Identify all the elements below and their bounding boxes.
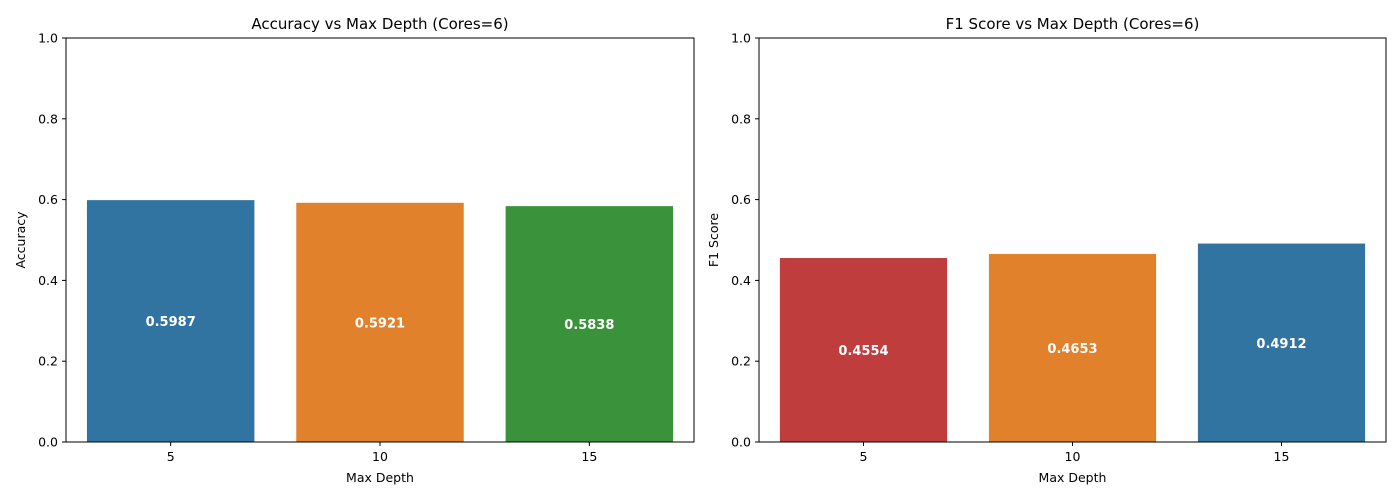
bar-10 (296, 202, 464, 442)
f1-score-chart: 0.4554 5 0.4653 10 0.4912 15 0.0 0.2 0.4 0.6 0.8 1.… (706, 15, 1387, 485)
x-tick-label: 5 (167, 449, 175, 464)
y-tick-label: 0.0 (731, 435, 751, 450)
x-tick-label: 15 (581, 449, 597, 464)
y-tick-label: 1.0 (38, 31, 58, 46)
y-tick-label: 0.6 (38, 192, 58, 207)
y-tick-label: 0.0 (38, 435, 58, 450)
x-tick-label: 10 (372, 449, 388, 464)
bar-5 (86, 200, 255, 442)
x-tick-label: 5 (860, 449, 868, 464)
y-tick-label: 0.8 (38, 111, 58, 126)
bar-value-label: 0.4554 (838, 344, 888, 359)
chart-title: F1 Score vs Max Depth (Cores=6) (946, 15, 1200, 33)
bar-value-label: 0.4653 (1047, 342, 1097, 357)
y-tick-label: 1.0 (731, 31, 751, 46)
chart-title: Accuracy vs Max Depth (Cores=6) (251, 15, 508, 33)
plot-frame (758, 37, 1387, 443)
x-tick-label: 10 (1065, 449, 1081, 464)
y-axis-label: Accuracy (13, 211, 28, 269)
bar-5 (779, 258, 948, 442)
plot-frame (65, 37, 695, 443)
y-tick-label: 0.2 (38, 354, 58, 369)
y-axis-label: F1 Score (706, 213, 721, 267)
y-tick-label: 0.4 (38, 273, 58, 288)
y-tick-label: 0.2 (731, 354, 751, 369)
y-tick-label: 0.4 (731, 273, 751, 288)
bar-15 (1197, 243, 1366, 442)
x-axis-label: Max Depth (1039, 470, 1107, 485)
bar-value-label: 0.5987 (146, 315, 196, 330)
bar-15 (505, 206, 674, 442)
y-tick-label: 0.6 (731, 192, 751, 207)
accuracy-chart: 0.5987 5 0.5921 10 0.5838 15 0.0 0.2 0.4 0.6 0.8 1.… (13, 15, 695, 485)
bar-value-label: 0.5838 (564, 318, 614, 333)
y-tick-label: 0.8 (731, 111, 751, 126)
bar-value-label: 0.4912 (1256, 337, 1306, 352)
x-tick-label: 15 (1274, 449, 1290, 464)
x-axis-label: Max Depth (346, 470, 414, 485)
bar-10 (988, 254, 1157, 442)
bar-value-label: 0.5921 (355, 316, 405, 331)
